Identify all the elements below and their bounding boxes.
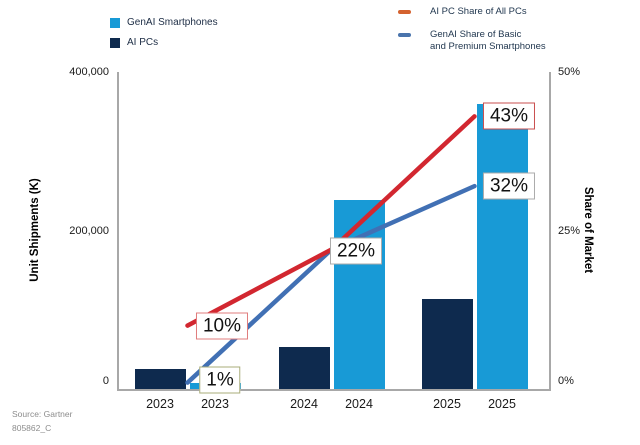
x-tick-2024-phone: 2024 bbox=[345, 397, 373, 411]
bar-ai-pcs-2025 bbox=[421, 298, 473, 389]
y-tick-right: 50% bbox=[558, 66, 581, 78]
y-tick-left: 0 bbox=[102, 375, 109, 387]
y-axis-title-left: Unit Shipments (K) bbox=[29, 178, 41, 282]
x-tick-2023-phone: 2023 bbox=[201, 397, 229, 411]
legend-item-genai-share: GenAI Share of Basic and Premium Smartph… bbox=[398, 29, 546, 53]
y-tick-left: 200,000 bbox=[69, 224, 109, 237]
y-tick-right: 0% bbox=[558, 375, 574, 387]
legend-lines: AI PC Share of All PCs GenAI Share of Ba… bbox=[398, 6, 546, 64]
bar-genai-smartphones-2024 bbox=[333, 200, 385, 389]
y-axis-line-right bbox=[549, 72, 551, 389]
legend-item-ai-pc-share: AI PC Share of All PCs bbox=[398, 6, 546, 18]
x-tick-2025-phone: 2025 bbox=[488, 397, 516, 411]
ai-pcs-swatch bbox=[110, 37, 120, 48]
y-axis-title-right: Share of Market bbox=[582, 186, 594, 274]
x-tick-2025-pc: 2025 bbox=[433, 397, 461, 411]
source-line: Source: Gartner bbox=[12, 409, 73, 419]
x-tick-2023-pc: 2023 bbox=[146, 397, 174, 411]
doc-id: 805862_C bbox=[12, 423, 52, 433]
legend-item-genai-smartphones: GenAI Smartphones bbox=[110, 17, 218, 28]
legend-label-line2: and Premium Smartphones bbox=[430, 41, 546, 52]
legend-label: GenAI Share of Basic and Premium Smartph… bbox=[430, 29, 546, 53]
ai-pc-share-dash-icon bbox=[398, 10, 411, 14]
x-axis-line bbox=[117, 389, 551, 391]
y-axis-line-left bbox=[117, 72, 119, 389]
line-ai-pc-share-of-all-pcs bbox=[185, 114, 477, 328]
legend-label: GenAI Smartphones bbox=[127, 17, 218, 28]
data-label-43pct: 43% bbox=[482, 102, 536, 130]
genai-smartphones-swatch bbox=[110, 17, 120, 28]
bar-ai-pcs-2024 bbox=[278, 346, 330, 389]
data-label-1pct: 1% bbox=[199, 366, 241, 394]
genai-share-dash-icon bbox=[398, 33, 411, 37]
legend-label: AI PC Share of All PCs bbox=[430, 6, 527, 17]
data-label-10pct: 10% bbox=[195, 312, 249, 340]
x-tick-2024-pc: 2024 bbox=[290, 397, 318, 411]
bar-ai-pcs-2023 bbox=[134, 369, 186, 389]
legend-label-line1: GenAI Share of Basic bbox=[430, 29, 522, 40]
data-label-32pct: 32% bbox=[482, 172, 536, 200]
legend-bars: GenAI Smartphones AI PCs bbox=[110, 17, 218, 57]
bar-genai-smartphones-2025 bbox=[476, 103, 528, 389]
legend-item-ai-pcs: AI PCs bbox=[110, 37, 218, 48]
y-tick-left: 400,000 bbox=[69, 66, 109, 78]
y-tick-right: 25% bbox=[558, 224, 581, 237]
data-label-22pct: 22% bbox=[329, 237, 383, 265]
source-note: Source: Gartner 805862_C bbox=[12, 407, 72, 435]
legend-label: AI PCs bbox=[127, 37, 159, 48]
